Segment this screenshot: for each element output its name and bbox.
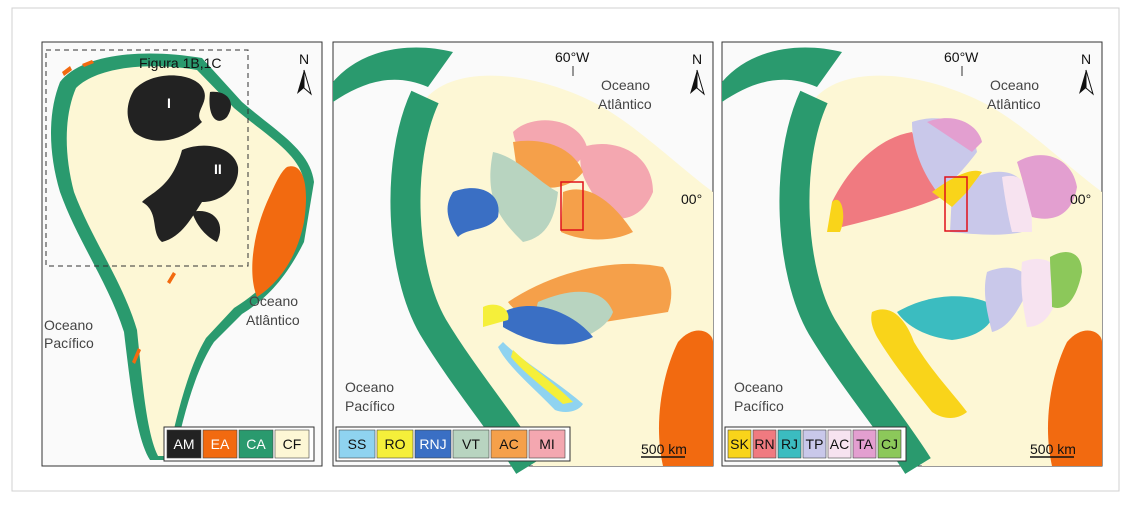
legend-label: CA bbox=[246, 436, 266, 452]
north-label: N bbox=[1081, 51, 1091, 67]
meridian-label: 60°W bbox=[555, 49, 590, 65]
legend-label: SK bbox=[730, 436, 749, 452]
legend-label: CF bbox=[283, 436, 302, 452]
ocean-label: Oceano bbox=[990, 77, 1039, 93]
ocean-label: Oceano bbox=[734, 379, 783, 395]
ocean-label: Pacífico bbox=[345, 398, 395, 414]
region-label: II bbox=[214, 161, 222, 177]
ocean-label: Pacífico bbox=[734, 398, 784, 414]
ocean-label: Oceano bbox=[249, 293, 298, 309]
parallel-label: 00° bbox=[681, 191, 702, 207]
legend-label: AC bbox=[830, 436, 849, 452]
ocean-label: Atlântico bbox=[987, 96, 1041, 112]
legend: SS RO RNJ VT AC MI bbox=[336, 427, 570, 461]
ocean-label: Oceano bbox=[601, 77, 650, 93]
ocean-label: Pacífico bbox=[44, 335, 94, 351]
legend-label: RO bbox=[385, 436, 406, 452]
parallel-label: 00° bbox=[1070, 191, 1091, 207]
ocean-label: Oceano bbox=[44, 317, 93, 333]
ocean-label: Oceano bbox=[345, 379, 394, 395]
legend-label: CJ bbox=[881, 436, 898, 452]
legend-label: VT bbox=[462, 436, 480, 452]
legend-label: SS bbox=[348, 436, 367, 452]
inset-label: Figura 1B,1C bbox=[139, 55, 221, 71]
panel-south-america: Figura 1B,1C N I II Oceano Pacífico Ocea… bbox=[42, 42, 322, 466]
scale-label: 500 km bbox=[1030, 441, 1076, 457]
meridian-label: 60°W bbox=[944, 49, 979, 65]
legend-label: AM bbox=[174, 436, 195, 452]
page: {"panels":[ {"inset_label":"Figura 1B,1C… bbox=[0, 0, 1132, 501]
ocean-label: Atlântico bbox=[246, 312, 300, 328]
legend-label: EA bbox=[211, 436, 230, 452]
legend: SK RN RJ TP AC TA CJ bbox=[725, 427, 906, 461]
scale-label: 500 km bbox=[641, 441, 687, 457]
north-label: N bbox=[692, 51, 702, 67]
legend-label: TP bbox=[806, 436, 824, 452]
legend-label: TA bbox=[856, 436, 874, 452]
legend-label: AC bbox=[499, 436, 518, 452]
legend-label: RN bbox=[754, 436, 774, 452]
figure: Figura 1B,1C N I II Oceano Pacífico Ocea… bbox=[0, 0, 1132, 501]
legend-label: MI bbox=[539, 436, 555, 452]
north-label: N bbox=[299, 51, 309, 67]
panel-units-b: 60°W N Oceano Atlântico 00° Oceano Pacíf… bbox=[722, 42, 1102, 466]
legend-label: RJ bbox=[781, 436, 798, 452]
legend: AM EA CA CF bbox=[164, 427, 314, 461]
ocean-label: Atlântico bbox=[598, 96, 652, 112]
panel-units-a: 60°W N Oceano Atlântico 00° Oceano Pacíf… bbox=[333, 42, 713, 466]
region-label: I bbox=[167, 95, 171, 111]
legend-label: RNJ bbox=[419, 436, 446, 452]
